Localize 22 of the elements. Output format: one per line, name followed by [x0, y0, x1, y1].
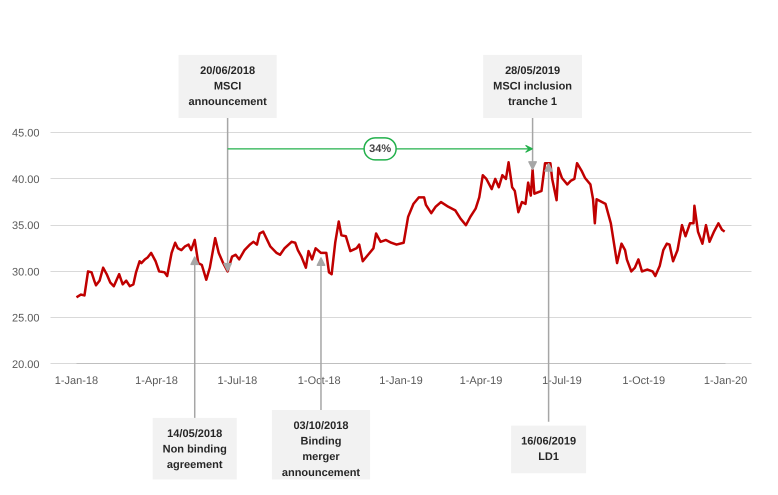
annotation: 14/05/2018 Non binding agreement: [162, 428, 227, 472]
x-tick-label: 1-Apr-18: [135, 374, 178, 387]
x-tick-label: 1-Jul-18: [218, 374, 258, 387]
annotation: 16/06/2019 LD1: [521, 436, 576, 464]
x-tick-label: 1-Jan-20: [704, 374, 748, 387]
annotation: 20/06/2018 MSCI announcement: [188, 64, 268, 108]
y-tick-label: 40.00: [12, 174, 40, 186]
line-series: [75, 161, 726, 299]
x-tick-label: 1-Oct-18: [298, 374, 341, 387]
x-tick-label: 1-Jan-19: [379, 374, 423, 387]
y-tick-label: 35.00: [12, 220, 40, 232]
y-tick-label: 25.00: [12, 312, 40, 325]
annotation: 28/05/2019 MSCI inclusion tranche 1: [493, 64, 572, 108]
y-tick-label: 45.00: [12, 128, 40, 140]
x-tick-label: 1-Apr-19: [460, 374, 502, 387]
annotation: 03/10/2018 Binding merger announcement: [282, 420, 360, 479]
y-tick-label: 20.00: [12, 358, 40, 371]
x-tick-label: 1-Jul-19: [542, 374, 582, 387]
y-tick-label: 30.00: [12, 266, 40, 278]
x-tick-label: 1-Jan-18: [54, 374, 98, 387]
annotation: 34%: [369, 142, 392, 155]
x-tick-label: 1-Oct-19: [622, 374, 666, 387]
